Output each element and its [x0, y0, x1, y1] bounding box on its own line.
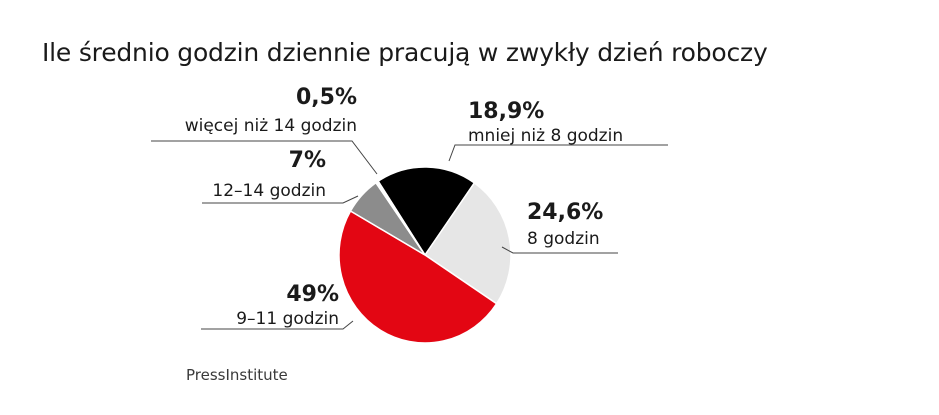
- leader-line-9-11-godzin: [201, 320, 354, 330]
- slice-value-label: 7%: [289, 148, 326, 173]
- slice-category-label: mniej niż 8 godzin: [468, 126, 623, 146]
- slice-category-label: więcej niż 14 godzin: [185, 116, 357, 136]
- slice-value-label: 0,5%: [296, 85, 357, 110]
- pie-slice: [423, 181, 512, 305]
- slice-value-label: 18,9%: [468, 99, 544, 124]
- leader-line-12-14-godzin: [202, 195, 359, 204]
- source-label: PressInstitute: [186, 366, 288, 384]
- pie-slice: [374, 180, 426, 256]
- leader-line-mniej-niz-8: [448, 144, 668, 162]
- pie-slices: [338, 166, 512, 344]
- slice-category-label: 9–11 godzin: [236, 309, 339, 329]
- pie-slice: [338, 209, 498, 344]
- leader-line-wiecej-niz-14: [151, 140, 378, 175]
- pie-slice: [377, 166, 476, 257]
- slice-value-label: 24,6%: [527, 200, 603, 225]
- chart-title: Ile średnio godzin dziennie pracują w zw…: [42, 38, 768, 67]
- slice-value-label: 49%: [286, 282, 339, 307]
- slice-category-label: 12–14 godzin: [212, 181, 326, 201]
- leader-line-8-godzin: [501, 246, 618, 254]
- slice-category-label: 8 godzin: [527, 229, 600, 249]
